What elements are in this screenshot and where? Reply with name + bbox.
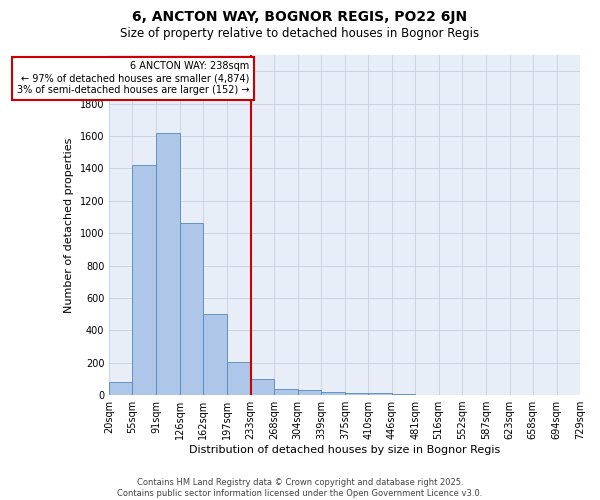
Bar [227,362,251,395]
Bar [392,394,415,395]
Text: 6, ANCTON WAY, BOGNOR REGIS, PO22 6JN: 6, ANCTON WAY, BOGNOR REGIS, PO22 6JN [133,10,467,24]
Bar [203,314,227,395]
Bar [298,390,321,395]
Y-axis label: Number of detached properties: Number of detached properties [64,138,74,312]
Bar [321,392,345,395]
Bar [133,165,156,395]
Text: Contains HM Land Registry data © Crown copyright and database right 2025.
Contai: Contains HM Land Registry data © Crown c… [118,478,482,498]
Bar [368,394,392,395]
Bar [179,224,203,395]
Bar [345,392,368,395]
X-axis label: Distribution of detached houses by size in Bognor Regis: Distribution of detached houses by size … [189,445,500,455]
Bar [109,382,133,395]
Text: Size of property relative to detached houses in Bognor Regis: Size of property relative to detached ho… [121,28,479,40]
Bar [274,388,298,395]
Bar [156,132,179,395]
Text: 6 ANCTON WAY: 238sqm
← 97% of detached houses are smaller (4,874)
3% of semi-det: 6 ANCTON WAY: 238sqm ← 97% of detached h… [17,62,249,94]
Bar [251,379,274,395]
